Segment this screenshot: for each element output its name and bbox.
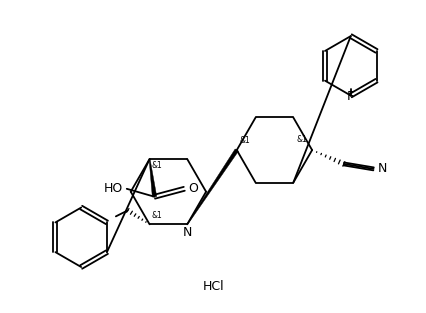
Text: &1: &1: [296, 135, 306, 144]
Polygon shape: [187, 149, 238, 224]
Text: O: O: [188, 182, 198, 195]
Text: F: F: [346, 90, 354, 104]
Text: &1: &1: [239, 136, 250, 145]
Polygon shape: [149, 159, 156, 197]
Text: HCl: HCl: [203, 280, 224, 293]
Text: &1: &1: [151, 211, 162, 220]
Text: N: N: [182, 226, 191, 239]
Text: N: N: [377, 162, 386, 175]
Text: &1: &1: [151, 161, 162, 170]
Text: HO: HO: [104, 182, 123, 195]
